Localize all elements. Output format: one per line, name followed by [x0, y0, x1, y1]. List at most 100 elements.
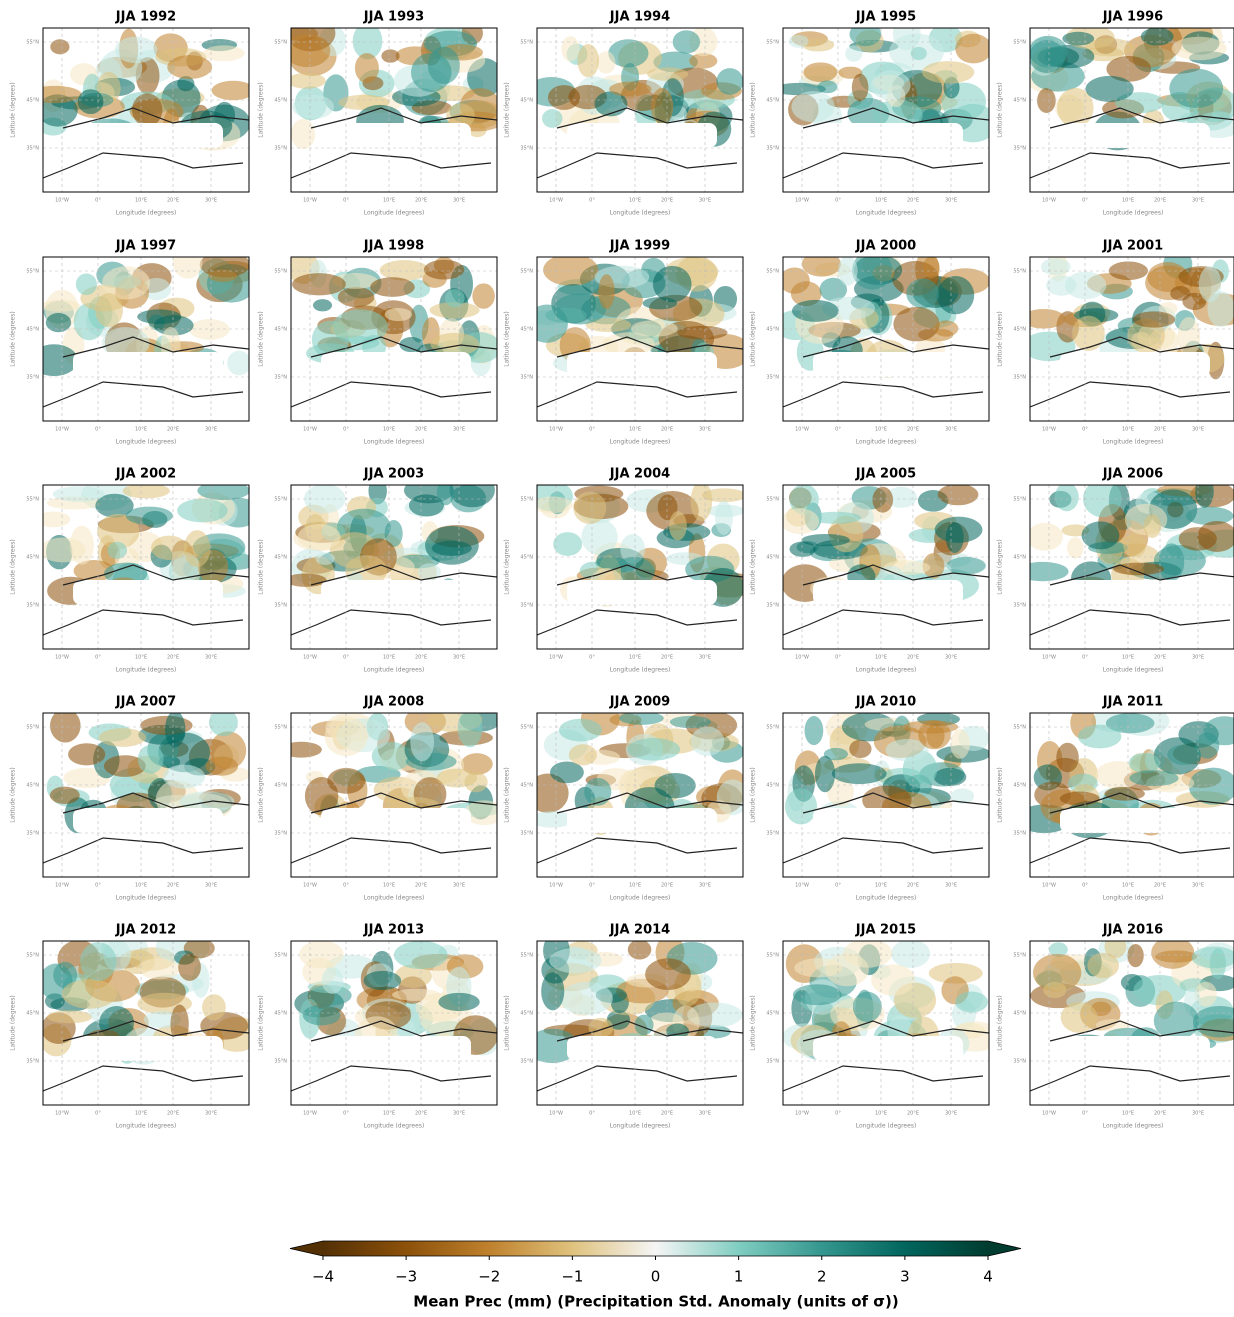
anomaly-patch — [553, 532, 582, 556]
lat-tick-label: 55°N — [26, 40, 39, 46]
lon-tick-label: 0° — [343, 198, 349, 204]
lat-tick-label: 35°N — [274, 146, 287, 152]
anomaly-patch — [445, 289, 465, 307]
lon-tick-label: 20°E — [167, 198, 179, 204]
anomaly-patch — [560, 982, 613, 1015]
lat-tick-label: 55°N — [1013, 725, 1026, 731]
x-axis-label: Longitude (degrees) — [364, 1123, 425, 1130]
lon-tick-label: 10°W — [549, 427, 563, 433]
x-axis-label: Longitude (degrees) — [856, 895, 917, 902]
lat-tick-label: 55°N — [274, 269, 287, 275]
anomaly-patch — [922, 61, 974, 83]
anomaly-patch — [437, 769, 477, 788]
lat-tick-label: 55°N — [274, 725, 287, 731]
y-axis-label: Latitude (degrees) — [258, 767, 265, 822]
anomaly-patch — [95, 293, 123, 327]
anomaly-patch — [167, 55, 212, 79]
anomaly-patch — [852, 74, 869, 102]
anomaly-patch — [227, 351, 251, 376]
anomaly-patch — [817, 81, 837, 94]
lon-tick-label: 20°E — [907, 427, 919, 433]
lat-tick-label: 45°N — [1013, 98, 1026, 104]
anomaly-patch — [946, 522, 964, 553]
anomaly-patch — [380, 260, 430, 280]
lon-tick-label: 10°W — [303, 198, 317, 204]
anomaly-patch — [1133, 311, 1176, 327]
anomaly-patch — [322, 967, 344, 994]
anomaly-patch — [871, 70, 911, 100]
lat-tick-label: 45°N — [274, 783, 287, 789]
anomaly-patch — [1060, 792, 1100, 806]
lat-tick-label: 35°N — [520, 603, 533, 609]
sea — [73, 1036, 223, 1061]
sea — [321, 580, 471, 605]
lon-tick-label: 0° — [95, 655, 101, 661]
anomaly-patch — [577, 44, 599, 77]
lat-tick-label: 55°N — [26, 269, 39, 275]
anomaly-patch — [526, 305, 568, 343]
anomaly-patch — [126, 507, 173, 525]
lat-tick-label: 35°N — [766, 831, 779, 837]
anomaly-patch — [805, 716, 824, 745]
lat-tick-label: 35°N — [274, 1059, 287, 1065]
lon-tick-label: 0° — [95, 1111, 101, 1117]
lat-tick-label: 35°N — [26, 1059, 39, 1065]
lon-tick-label: 10°W — [303, 427, 317, 433]
anomaly-patch — [50, 39, 69, 54]
anomaly-patch — [78, 89, 104, 114]
anomaly-patch — [203, 45, 245, 61]
lon-tick-label: 0° — [1082, 655, 1088, 661]
colorbar-tick-label: 4 — [983, 1268, 993, 1286]
y-axis-label: Latitude (degrees) — [504, 82, 511, 137]
lat-tick-label: 45°N — [1013, 1011, 1026, 1017]
lat-tick-label: 35°N — [274, 375, 287, 381]
anomaly-patch — [1141, 28, 1174, 46]
anomaly-patch — [50, 709, 81, 743]
anomaly-patch — [789, 35, 809, 48]
anomaly-patch — [68, 743, 105, 765]
lat-tick-label: 55°N — [26, 953, 39, 959]
sea — [73, 123, 223, 148]
anomaly-patch — [46, 313, 71, 332]
panel-title: JJA 2015 — [855, 923, 916, 938]
lon-tick-label: 10°W — [303, 1111, 317, 1117]
anomaly-patch — [338, 287, 375, 307]
lat-tick-label: 35°N — [26, 375, 39, 381]
x-axis-label: Longitude (degrees) — [116, 210, 177, 217]
lat-tick-label: 45°N — [1013, 783, 1026, 789]
y-axis-label: Latitude (degrees) — [258, 82, 265, 137]
y-axis-label: Latitude (degrees) — [10, 767, 17, 822]
lat-tick-label: 55°N — [520, 725, 533, 731]
anomaly-patch — [781, 508, 819, 534]
anomaly-patch — [1027, 523, 1063, 551]
panel-title: JJA 2006 — [1102, 467, 1163, 482]
anomaly-patch — [392, 989, 441, 1001]
anomaly-patch — [584, 778, 611, 806]
panel-title: JJA 1997 — [115, 239, 176, 254]
lon-tick-label: 10°E — [383, 883, 395, 889]
lon-tick-label: 10°E — [1122, 655, 1134, 661]
anomaly-patch — [424, 260, 464, 280]
anomaly-patch — [906, 279, 939, 309]
lon-tick-label: 0° — [589, 883, 595, 889]
y-axis-label: Latitude (degrees) — [10, 82, 17, 137]
x-axis-label: Longitude (degrees) — [856, 1123, 917, 1130]
lon-tick-label: 20°E — [907, 883, 919, 889]
anomaly-patch — [645, 958, 691, 990]
anomaly-patch — [893, 307, 939, 342]
anomaly-patch — [651, 88, 673, 125]
lon-tick-label: 30°E — [453, 655, 465, 661]
anomaly-patch — [165, 711, 185, 747]
lon-tick-label: 20°E — [415, 1111, 427, 1117]
anomaly-patch — [1169, 69, 1223, 108]
anomaly-patch — [1129, 753, 1160, 773]
y-axis-label: Latitude (degrees) — [10, 539, 17, 594]
